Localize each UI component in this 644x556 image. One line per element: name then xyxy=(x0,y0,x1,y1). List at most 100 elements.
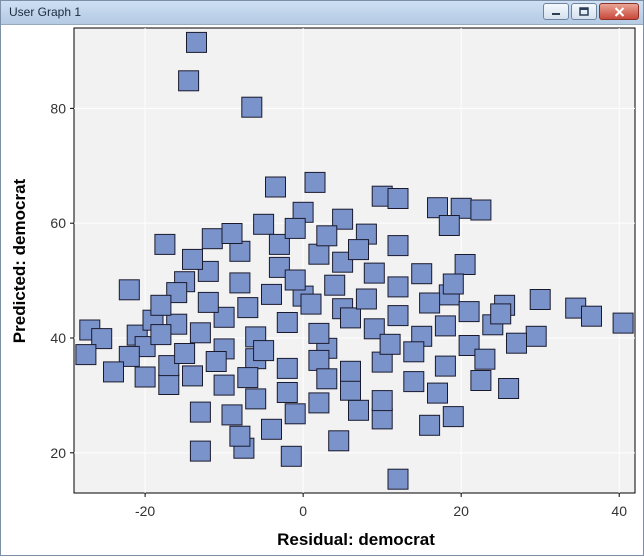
data-point xyxy=(470,199,492,221)
data-point xyxy=(308,392,330,414)
data-point xyxy=(276,382,298,403)
data-point xyxy=(328,430,350,452)
data-point xyxy=(363,262,385,284)
data-point xyxy=(221,404,243,426)
data-point xyxy=(75,344,97,366)
data-point xyxy=(213,306,235,328)
data-point xyxy=(340,307,361,329)
data-point xyxy=(300,293,322,315)
data-point xyxy=(340,360,361,382)
data-point xyxy=(182,248,203,270)
data-point xyxy=(387,468,409,490)
x-tick-label: 20 xyxy=(453,503,469,519)
data-point xyxy=(197,291,219,313)
data-point xyxy=(268,233,290,255)
data-point xyxy=(221,223,243,244)
data-point xyxy=(308,322,330,344)
data-point xyxy=(197,260,219,282)
data-point xyxy=(458,301,480,323)
data-point xyxy=(525,325,547,347)
data-point xyxy=(261,283,282,305)
data-point xyxy=(442,406,464,428)
window-title: User Graph 1 xyxy=(9,5,82,19)
data-point xyxy=(434,315,456,337)
data-point xyxy=(150,294,172,316)
data-point xyxy=(261,418,282,440)
data-point xyxy=(134,366,156,388)
data-point xyxy=(174,343,196,364)
minimize-button[interactable] xyxy=(543,3,569,20)
data-point xyxy=(253,213,275,235)
data-point xyxy=(506,332,527,354)
data-point xyxy=(213,374,235,396)
data-point xyxy=(403,371,425,393)
data-point xyxy=(154,233,176,255)
data-point xyxy=(427,382,448,404)
data-point xyxy=(474,348,496,370)
data-point xyxy=(581,305,602,327)
data-point xyxy=(387,305,409,327)
data-point xyxy=(379,333,401,355)
data-point xyxy=(304,171,326,193)
maximize-button[interactable] xyxy=(571,3,597,20)
close-icon xyxy=(614,6,624,17)
maximize-icon xyxy=(579,7,589,16)
title-bar[interactable]: User Graph 1 xyxy=(1,1,643,25)
data-point xyxy=(340,379,361,401)
data-point xyxy=(316,368,338,390)
data-point xyxy=(411,263,433,285)
data-point xyxy=(276,312,298,333)
data-point xyxy=(403,341,425,363)
data-point xyxy=(201,228,223,250)
y-tick-label: 20 xyxy=(50,445,66,461)
data-point xyxy=(118,279,140,301)
data-point xyxy=(229,272,251,294)
data-point xyxy=(529,289,551,310)
data-point xyxy=(427,197,448,219)
data-point xyxy=(158,374,180,395)
x-axis-ticks: -20 0 20 40 xyxy=(135,493,627,519)
data-point xyxy=(419,292,441,314)
data-point xyxy=(308,243,330,265)
data-point xyxy=(237,367,259,389)
x-tick-label: -20 xyxy=(135,503,155,519)
x-tick-label: 0 xyxy=(299,503,307,519)
data-point xyxy=(316,225,338,247)
data-point xyxy=(332,208,354,230)
data-point xyxy=(276,357,298,379)
data-point xyxy=(454,254,476,275)
plot-background xyxy=(73,27,636,494)
data-point xyxy=(284,269,306,291)
data-point xyxy=(268,256,290,278)
window-controls xyxy=(543,3,639,20)
y-tick-label: 60 xyxy=(50,215,66,231)
data-point xyxy=(189,322,211,344)
data-point xyxy=(371,390,393,412)
y-tick-label: 80 xyxy=(50,100,66,116)
data-point xyxy=(118,345,140,367)
data-point xyxy=(324,274,346,296)
data-point xyxy=(205,351,227,372)
data-point xyxy=(245,388,267,410)
data-point xyxy=(348,239,369,261)
data-point xyxy=(166,282,188,304)
data-point xyxy=(332,251,354,273)
data-point xyxy=(387,188,409,209)
data-points xyxy=(75,31,634,490)
data-point xyxy=(150,324,172,346)
data-point xyxy=(189,440,211,462)
data-point xyxy=(186,31,207,53)
close-button[interactable] xyxy=(599,3,639,20)
data-point xyxy=(229,425,251,447)
data-point xyxy=(458,335,480,356)
data-point xyxy=(284,217,306,239)
data-point xyxy=(355,288,377,310)
data-point xyxy=(237,297,259,319)
data-point xyxy=(612,312,634,334)
data-point xyxy=(419,414,441,436)
data-point xyxy=(284,403,306,425)
chart-area: -20 0 20 40 20 40 60 80 Residual: democrat Pre… xyxy=(1,25,643,555)
data-point xyxy=(442,273,464,295)
data-point xyxy=(308,349,330,371)
